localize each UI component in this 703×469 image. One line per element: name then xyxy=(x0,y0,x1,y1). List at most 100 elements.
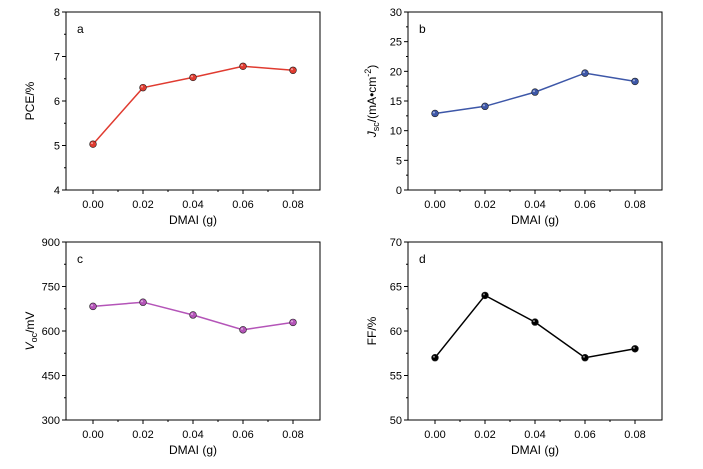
y-tick-label: 5 xyxy=(54,141,60,153)
panel-letter-b: b xyxy=(419,22,426,36)
data-point-highlight-a xyxy=(141,85,143,88)
y-tick-label: 900 xyxy=(42,237,60,249)
panel-letter-c: c xyxy=(77,252,83,266)
x-tick-label: 0.04 xyxy=(524,429,545,441)
data-point-highlight-b xyxy=(483,104,485,107)
y-tick-label: 25 xyxy=(390,37,402,49)
y-tick-label: 50 xyxy=(390,415,402,427)
data-point-highlight-a xyxy=(91,142,93,145)
panel-d-frame xyxy=(407,241,663,421)
data-point-highlight-a xyxy=(241,64,243,67)
x-tick-label: 0.04 xyxy=(182,429,203,441)
x-tick-label: 0.02 xyxy=(132,199,153,211)
y-tick-label: 0 xyxy=(396,185,402,197)
panel-b-xlabel: DMAI (g) xyxy=(511,213,559,227)
y-tick-label: 20 xyxy=(390,66,402,78)
data-point-highlight-d xyxy=(433,355,435,358)
data-point-highlight-c xyxy=(241,327,243,330)
data-point-a xyxy=(239,62,247,70)
x-tick-label: 0.00 xyxy=(82,429,103,441)
data-point-highlight-d xyxy=(583,355,585,358)
data-point-highlight-b xyxy=(583,71,585,74)
data-point-a xyxy=(89,140,97,148)
x-tick-label: 0.04 xyxy=(524,199,545,211)
data-point-highlight-d xyxy=(633,346,635,349)
panel-a-frame xyxy=(65,11,321,191)
data-point-c xyxy=(139,298,147,306)
x-tick-label: 0.06 xyxy=(574,429,595,441)
y-tick-label: 65 xyxy=(390,282,402,294)
x-tick-label: 0.02 xyxy=(474,199,495,211)
y-tick-label: 8 xyxy=(54,7,60,19)
data-point-c xyxy=(239,326,247,334)
data-point-d xyxy=(581,354,589,362)
data-point-b xyxy=(431,109,439,118)
data-point-highlight-b xyxy=(633,79,635,82)
x-tick-label: 0.08 xyxy=(282,199,303,211)
y-tick-label: 300 xyxy=(42,415,60,427)
x-tick-label: 0.02 xyxy=(132,429,153,441)
x-tick-label: 0.02 xyxy=(474,429,495,441)
data-point-a xyxy=(189,73,197,82)
y-tick-label: 7 xyxy=(54,52,60,64)
x-tick-label: 0.08 xyxy=(624,199,645,211)
x-tick-label: 0.04 xyxy=(182,199,203,211)
data-point-highlight-a xyxy=(291,68,293,71)
panel-c: 300 450 600 750 900 0.00 0.02 0.04 0.06 0.08 DMAI … xyxy=(23,237,321,457)
x-tick-label: 0.08 xyxy=(282,429,303,441)
y-tick-label: 600 xyxy=(42,326,60,338)
data-point-highlight-c xyxy=(141,300,143,303)
panel-c-frame xyxy=(65,241,321,421)
data-point-highlight-c xyxy=(91,304,93,307)
data-point-c xyxy=(289,318,297,327)
panel-d: 50 55 60 65 70 0.00 0.02 0.04 0.06 0.08 DMAI (g) FF… xyxy=(365,237,663,457)
data-point-highlight-b xyxy=(433,111,435,114)
panel-a-ylabel: PCE/% xyxy=(23,81,37,120)
y-tick-label: 15 xyxy=(390,96,402,108)
data-point-d xyxy=(431,354,439,362)
x-tick-label: 0.06 xyxy=(232,429,253,441)
y-tick-label: 10 xyxy=(390,126,402,138)
x-tick-label: 0.06 xyxy=(574,199,595,211)
y-tick-label: 30 xyxy=(390,7,402,19)
data-point-b xyxy=(531,88,539,96)
y-tick-label: 6 xyxy=(54,96,60,108)
x-tick-label: 0.00 xyxy=(82,199,103,211)
y-tick-label: 55 xyxy=(390,371,402,383)
panel-c-ylabel: Voc/mV xyxy=(23,312,39,351)
data-point-c xyxy=(189,311,197,319)
data-point-b xyxy=(481,102,489,111)
panel-a-xlabel: DMAI (g) xyxy=(169,213,217,227)
data-point-a xyxy=(139,83,147,92)
data-point-highlight-d xyxy=(483,293,485,296)
y-tick-label: 750 xyxy=(42,282,60,294)
y-tick-label: 4 xyxy=(54,185,60,197)
panel-letter-d: d xyxy=(419,252,426,266)
y-tick-label: 60 xyxy=(390,326,402,338)
data-point-highlight-c xyxy=(291,320,293,323)
x-tick-label: 0.08 xyxy=(624,429,645,441)
data-point-highlight-d xyxy=(533,320,535,323)
panel-d-ylabel: FF/% xyxy=(365,316,379,345)
panel-c-xlabel: DMAI (g) xyxy=(169,443,217,457)
y-tick-label: 5 xyxy=(396,155,402,167)
panel-d-xlabel: DMAI (g) xyxy=(511,443,559,457)
data-point-b xyxy=(631,77,639,86)
data-point-b xyxy=(581,69,589,77)
panel-b-frame xyxy=(407,11,663,191)
panel-b: 0 5 10 15 20 25 30 0.00 0.02 0.04 0.06 0.08 DMAI (g)… xyxy=(363,7,663,227)
panel-a: 4 5 6 7 8 0.00 0.02 0.04 0.06 0.08 DMAI (g) PCE/% a xyxy=(23,7,321,227)
data-point-d xyxy=(481,291,489,300)
data-point-highlight-a xyxy=(191,75,193,78)
data-point-d xyxy=(631,345,639,353)
data-point-highlight-b xyxy=(533,90,535,93)
data-point-c xyxy=(89,302,97,311)
x-tick-label: 0.00 xyxy=(424,199,445,211)
y-tick-label: 70 xyxy=(390,237,402,249)
panel-b-ylabel: Jsc/(mA•cm-2) xyxy=(363,65,381,139)
y-tick-label: 450 xyxy=(42,371,60,383)
x-tick-label: 0.06 xyxy=(232,199,253,211)
x-tick-label: 0.00 xyxy=(424,429,445,441)
